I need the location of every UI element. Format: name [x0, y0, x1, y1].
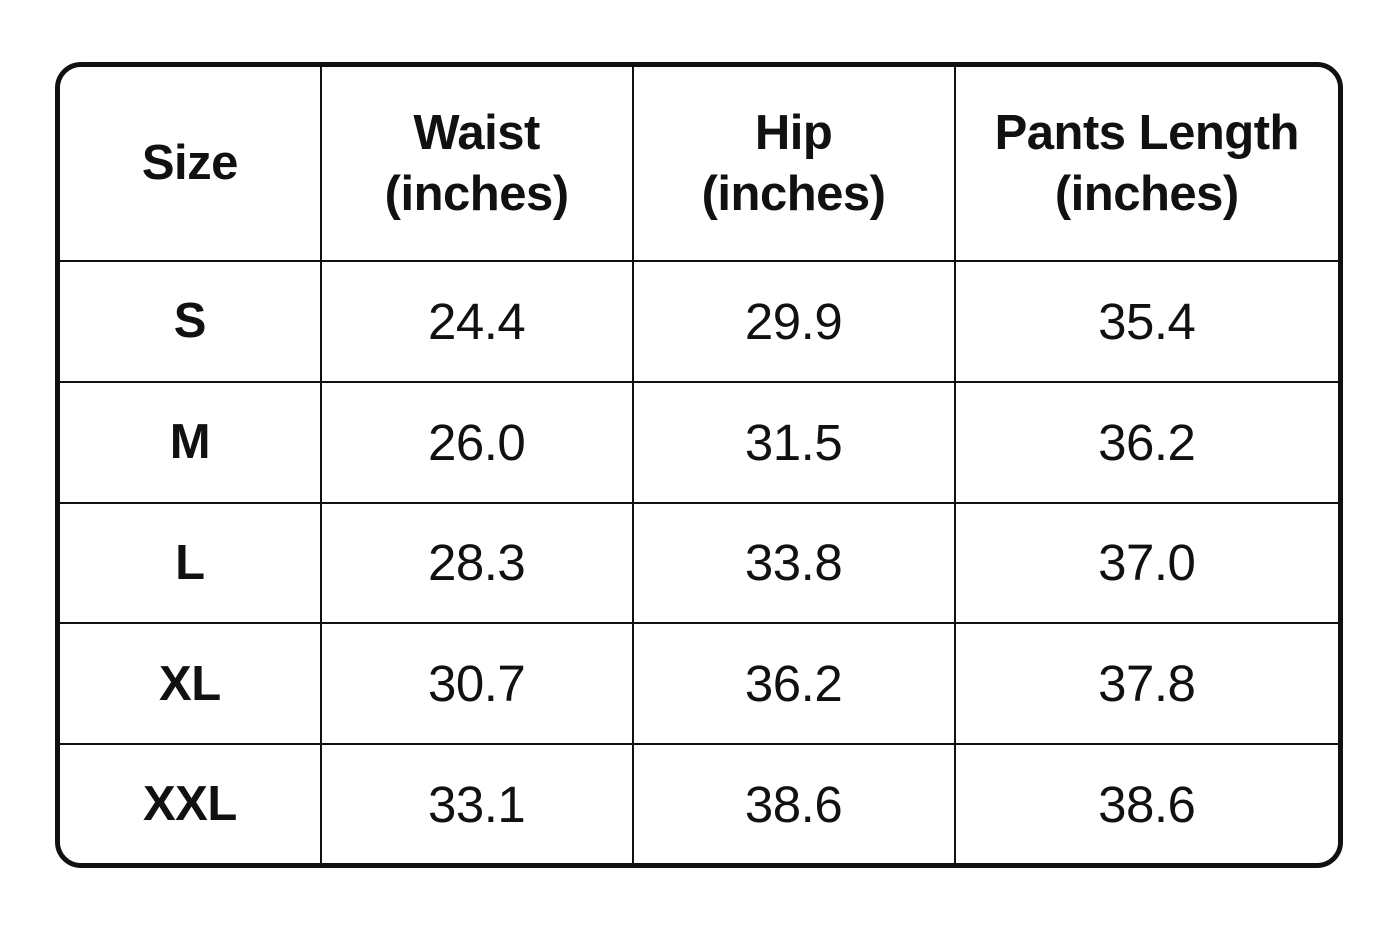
hip-value: 36.2 — [631, 622, 956, 746]
header-sublabel: (inches) — [384, 166, 569, 221]
table-header: Size Waist (inches) Hip (inches) Pants L… — [60, 67, 1338, 262]
waist-value: 33.1 — [319, 743, 634, 863]
header-sublabel: (inches) — [1054, 166, 1239, 221]
table-body: S 24.4 29.9 35.4 M 26.0 31.5 36.2 L 28.3… — [60, 260, 1338, 863]
table-row-s: S 24.4 29.9 35.4 — [60, 260, 1338, 383]
waist-value: 28.3 — [319, 501, 634, 625]
header-cell-waist: Waist (inches) — [319, 67, 634, 262]
header-label: Waist — [413, 106, 540, 161]
size-label: XL — [60, 622, 322, 746]
waist-value: 26.0 — [319, 380, 634, 504]
header-label: Size — [141, 136, 239, 191]
size-chart-container: Size Waist (inches) Hip (inches) Pants L… — [55, 62, 1343, 868]
pants-length-value: 37.0 — [953, 501, 1338, 625]
header-row: Size Waist (inches) Hip (inches) Pants L… — [60, 67, 1338, 262]
pants-length-value: 35.4 — [953, 260, 1338, 383]
table-row-m: M 26.0 31.5 36.2 — [60, 380, 1338, 504]
table-row-l: L 28.3 33.8 37.0 — [60, 501, 1338, 625]
size-label: S — [60, 260, 322, 383]
table-row-xl: XL 30.7 36.2 37.8 — [60, 622, 1338, 746]
pants-length-value: 37.8 — [953, 622, 1338, 746]
hip-value: 33.8 — [631, 501, 956, 625]
hip-value: 38.6 — [631, 743, 956, 863]
header-cell-size: Size — [60, 67, 322, 262]
size-chart-table: Size Waist (inches) Hip (inches) Pants L… — [60, 67, 1338, 863]
header-sublabel: (inches) — [701, 166, 886, 221]
header-cell-pants-length: Pants Length (inches) — [953, 67, 1338, 262]
hip-value: 31.5 — [631, 380, 956, 504]
hip-value: 29.9 — [631, 260, 956, 383]
header-label: Hip — [754, 106, 833, 161]
size-label: L — [60, 501, 322, 625]
pants-length-value: 36.2 — [953, 380, 1338, 504]
size-label: XXL — [60, 743, 322, 863]
waist-value: 24.4 — [319, 260, 634, 383]
size-label: M — [60, 380, 322, 504]
header-label: Pants Length — [994, 106, 1300, 161]
header-cell-hip: Hip (inches) — [631, 67, 956, 262]
waist-value: 30.7 — [319, 622, 634, 746]
pants-length-value: 38.6 — [953, 743, 1338, 863]
table-row-xxl: XXL 33.1 38.6 38.6 — [60, 743, 1338, 863]
